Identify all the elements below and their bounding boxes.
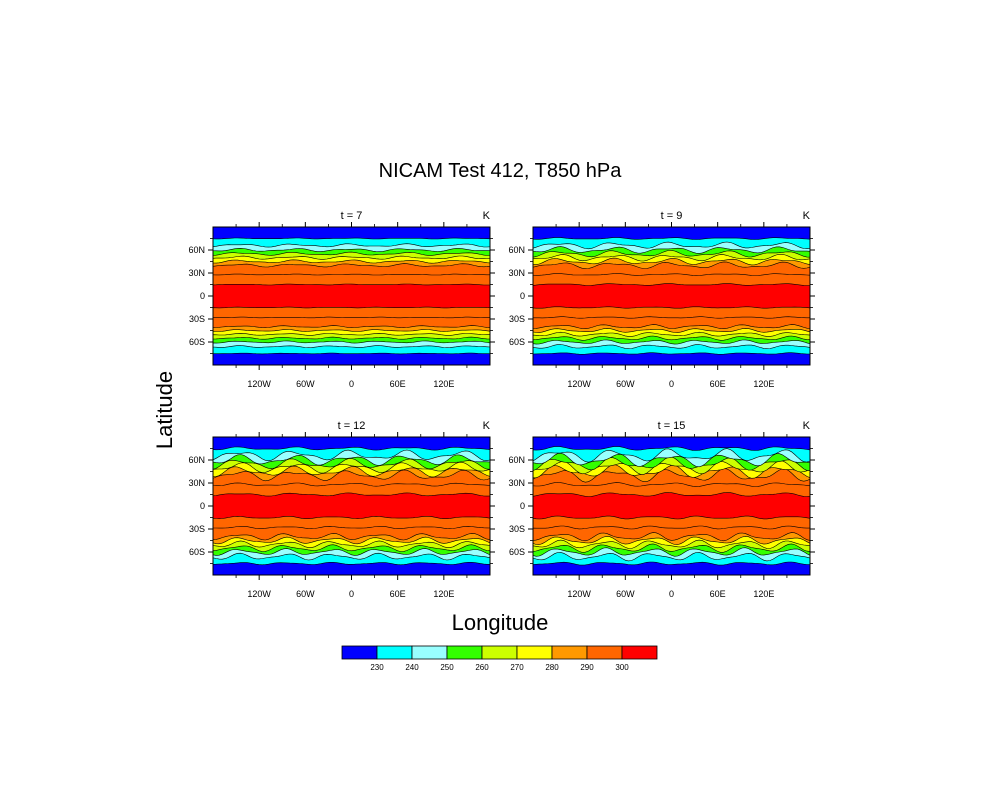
x-tick-label: 60W bbox=[616, 589, 635, 599]
x-tick-label: 60W bbox=[616, 379, 635, 389]
colorbar-label: 260 bbox=[475, 663, 489, 672]
y-tick-label: 0 bbox=[200, 501, 205, 511]
y-tick-label: 60N bbox=[188, 455, 205, 465]
band-south-0 bbox=[533, 561, 810, 575]
y-tick-label: 60S bbox=[509, 337, 525, 347]
band-north-0 bbox=[213, 227, 490, 240]
colorbar-swatch bbox=[481, 645, 518, 660]
panel-units: K bbox=[483, 420, 491, 432]
y-tick-label: 60S bbox=[509, 547, 525, 557]
y-tick-label: 60S bbox=[189, 337, 205, 347]
y-tick-label: 30N bbox=[508, 478, 525, 488]
colorbar-swatch bbox=[411, 645, 448, 660]
y-tick-label: 30N bbox=[508, 268, 525, 278]
x-tick-label: 60E bbox=[710, 589, 726, 599]
panel-title: t = 7 bbox=[341, 210, 363, 222]
contour-field bbox=[213, 227, 490, 365]
panel-1: t = 7 K 120W 60W 0 60E 120E 60N 30N 0 30S 60S bbox=[188, 210, 495, 389]
y-tick-label: 30S bbox=[189, 524, 205, 534]
y-tick-label: 0 bbox=[520, 501, 525, 511]
x-tick-label: 120E bbox=[753, 589, 774, 599]
contour-field bbox=[213, 437, 490, 575]
contour-field bbox=[533, 437, 810, 575]
x-tick-label: 0 bbox=[669, 589, 674, 599]
x-tick-label: 60W bbox=[296, 379, 315, 389]
panel-title: t = 9 bbox=[661, 210, 683, 222]
y-tick-label: 0 bbox=[520, 291, 525, 301]
x-tick-label: 0 bbox=[669, 379, 674, 389]
panel-2: t = 9 K 120W 60W 0 60E 120E 60N 30N 0 30S 60S bbox=[508, 210, 815, 389]
panel-units: K bbox=[803, 420, 811, 432]
x-axis-label: Longitude bbox=[452, 610, 549, 635]
band-south-0 bbox=[533, 352, 810, 365]
y-tick-label: 60N bbox=[508, 245, 525, 255]
band-south-0 bbox=[213, 352, 490, 365]
x-tick-label: 120E bbox=[433, 379, 454, 389]
x-tick-label: 120W bbox=[567, 379, 591, 389]
colorbar-label: 250 bbox=[440, 663, 454, 672]
y-tick-label: 30N bbox=[188, 268, 205, 278]
panel-title: t = 15 bbox=[658, 420, 686, 432]
y-tick-label: 60N bbox=[508, 455, 525, 465]
colorbar-label: 270 bbox=[510, 663, 524, 672]
colorbar-label: 280 bbox=[545, 663, 559, 672]
panel-4: t = 15 K 120W 60W 0 60E 120E 60N 30N 0 30S 60S bbox=[508, 420, 815, 599]
colorbar-label: 230 bbox=[370, 663, 384, 672]
x-tick-label: 60E bbox=[390, 379, 406, 389]
band-north-0 bbox=[533, 437, 810, 451]
y-tick-label: 60N bbox=[188, 245, 205, 255]
y-tick-label: 30S bbox=[509, 314, 525, 324]
x-tick-label: 120E bbox=[753, 379, 774, 389]
y-tick-label: 30N bbox=[188, 478, 205, 488]
colorbar-swatch bbox=[376, 645, 413, 660]
colorbar-swatch bbox=[551, 645, 588, 660]
colorbar: 230 240 250 260 270 280 290 300 bbox=[341, 645, 658, 672]
band-north-0 bbox=[533, 227, 810, 240]
band-south-0 bbox=[213, 562, 490, 575]
x-tick-label: 120W bbox=[247, 589, 271, 599]
y-axis-label: Latitude bbox=[152, 371, 177, 449]
colorbar-swatch bbox=[446, 645, 483, 660]
panel-units: K bbox=[803, 210, 811, 222]
panel-title: t = 12 bbox=[338, 420, 366, 432]
colorbar-swatch bbox=[341, 645, 378, 660]
colorbar-swatch bbox=[516, 645, 553, 660]
colorbar-label: 240 bbox=[405, 663, 419, 672]
x-tick-label: 120W bbox=[247, 379, 271, 389]
contour-field bbox=[533, 227, 810, 365]
y-tick-label: 30S bbox=[189, 314, 205, 324]
x-tick-label: 60E bbox=[710, 379, 726, 389]
y-tick-label: 60S bbox=[189, 547, 205, 557]
panel-3: t = 12 K 120W 60W 0 60E 120E 60N 30N 0 30S 60S bbox=[188, 420, 495, 599]
x-tick-label: 60E bbox=[390, 589, 406, 599]
panels: t = 7 K 120W 60W 0 60E 120E 60N 30N 0 30S 60S t = 9 K… bbox=[188, 210, 815, 599]
colorbar-swatch bbox=[586, 645, 623, 660]
panel-units: K bbox=[483, 210, 491, 222]
y-tick-label: 0 bbox=[200, 291, 205, 301]
colorbar-label: 300 bbox=[615, 663, 629, 672]
x-tick-label: 60W bbox=[296, 589, 315, 599]
x-tick-label: 120E bbox=[433, 589, 454, 599]
y-tick-label: 30S bbox=[509, 524, 525, 534]
x-tick-label: 0 bbox=[349, 379, 354, 389]
figure-title: NICAM Test 412, T850 hPa bbox=[379, 160, 623, 182]
x-tick-label: 120W bbox=[567, 589, 591, 599]
colorbar-swatch bbox=[621, 645, 658, 660]
x-tick-label: 0 bbox=[349, 589, 354, 599]
band-north-0 bbox=[213, 437, 490, 451]
colorbar-label: 290 bbox=[580, 663, 594, 672]
